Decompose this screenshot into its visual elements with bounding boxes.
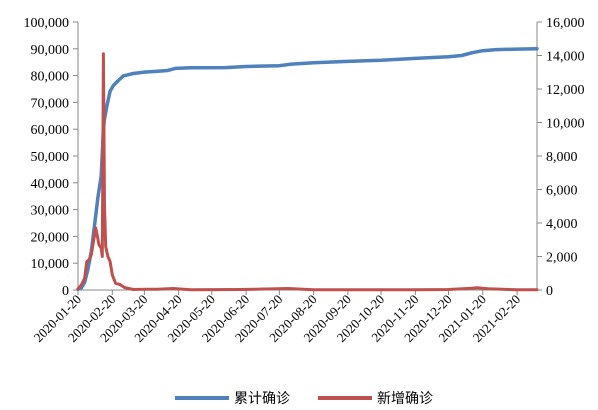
y-left-tick-label: 100,000 — [24, 16, 70, 31]
series-lines — [76, 47, 539, 292]
y-left-tick-label: 0 — [62, 284, 69, 299]
y-right-tick-label: 8,000 — [546, 150, 578, 165]
y-right-tick-label: 6,000 — [546, 184, 578, 199]
y-right-tick-label: 10,000 — [546, 117, 585, 132]
legend: 累计确诊 新增确诊 — [175, 391, 433, 407]
axes: 0 10,000 20,000 30,000 40,000 50,000 60,000 70,… — [24, 16, 585, 345]
legend-label-new: 新增确诊 — [377, 391, 433, 405]
y-right-tick-label: 4,000 — [546, 217, 578, 232]
y-left-tick-label: 80,000 — [31, 70, 70, 85]
y-right-tick-label: 0 — [546, 284, 553, 299]
y-left-tick-label: 10,000 — [31, 257, 70, 272]
y-left-tick-label: 30,000 — [31, 204, 70, 219]
y-right-tick-label: 2,000 — [546, 251, 578, 266]
series-line-new — [76, 52, 539, 292]
series-line-cumulative — [76, 47, 539, 291]
y-right-tick-label: 14,000 — [546, 50, 585, 65]
y-right-tick-label: 16,000 — [546, 16, 585, 31]
legend-label-cumulative: 累计确诊 — [234, 391, 290, 405]
y-left-tick-label: 90,000 — [31, 43, 70, 58]
y-left-tick-label: 60,000 — [31, 123, 70, 138]
y-left-tick-label: 70,000 — [31, 96, 70, 111]
y-right-tick-label: 12,000 — [546, 83, 585, 98]
y-left-tick-label: 20,000 — [31, 230, 70, 245]
y-left-tick-label: 50,000 — [31, 150, 70, 165]
y-left-tick-label: 40,000 — [31, 177, 70, 192]
